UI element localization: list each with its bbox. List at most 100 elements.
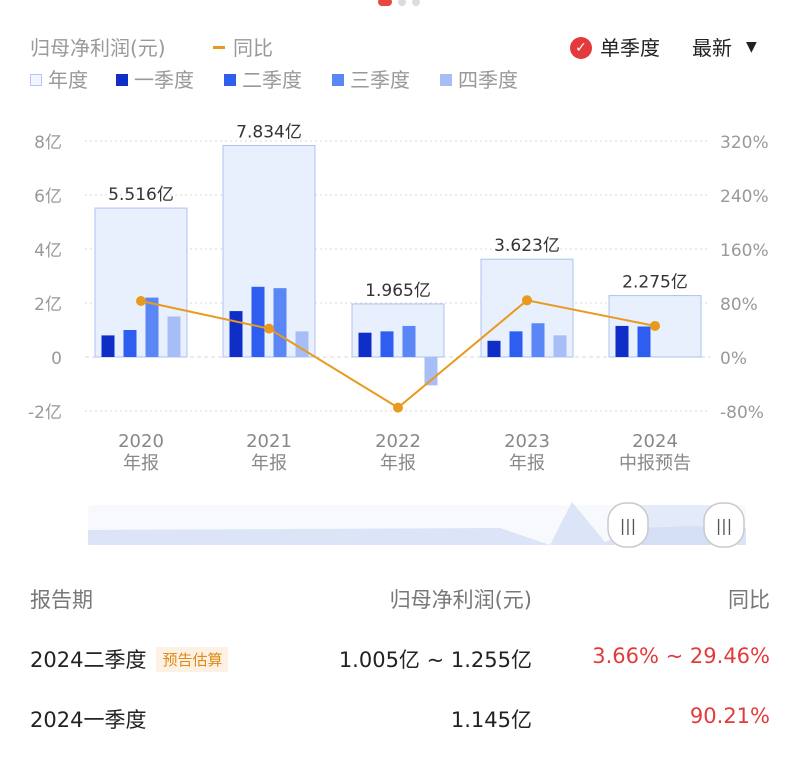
quarter-bar-q3	[531, 323, 545, 357]
yoy-legend: 同比	[205, 32, 273, 61]
y-axis-right-tick: 80%	[720, 295, 758, 315]
quarter-bar-q3	[273, 288, 287, 357]
annual-bar-label: 7.834亿	[236, 122, 302, 142]
range-handle	[607, 502, 649, 548]
legend-item-annual[interactable]: 年度	[30, 64, 88, 93]
legend-label: 一季度	[134, 68, 194, 92]
q4-swatch	[440, 73, 452, 86]
table-header-row: 报告期 归母净利润(元) 同比	[30, 570, 770, 630]
y-axis-left-tick: -2亿	[28, 403, 62, 423]
grip-icon: |||	[620, 516, 636, 535]
annual-swatch	[30, 73, 42, 86]
header-yoy: 同比	[728, 588, 770, 612]
legend-item-q2[interactable]: 二季度	[224, 64, 302, 93]
x-axis-label: 2020	[118, 431, 164, 452]
chart-title: 归母净利润(元)	[30, 36, 166, 60]
x-axis-label: 2022	[375, 431, 421, 452]
page-dot	[412, 0, 420, 6]
legend-label: 二季度	[242, 68, 302, 92]
period-text: 2024二季度	[30, 648, 147, 672]
y-axis-right-tick: 320%	[720, 133, 769, 153]
quarter-bar-q4	[167, 316, 181, 357]
x-axis-label: 年报	[123, 453, 159, 474]
row-yoy: 90.21%	[689, 704, 770, 728]
legend-item-q1[interactable]: 一季度	[116, 64, 194, 93]
x-axis-label: 年报	[251, 453, 287, 474]
range-handle	[703, 502, 745, 548]
row-period: 2024一季度	[30, 708, 147, 732]
legend-label: 四季度	[458, 68, 518, 92]
quarter-bar-q1	[615, 325, 629, 357]
legend-item-q4[interactable]: 四季度	[440, 64, 518, 93]
yoy-point	[650, 320, 660, 331]
net-profit-chart: 8亿 320% 6亿 240% 4亿 160% 2亿 80% 0 0% -2亿 -80% 5.516亿 7…	[28, 122, 769, 548]
single-quarter-toggle[interactable]: ✓ 单季度	[570, 32, 660, 61]
forecast-badge: 预告估算	[156, 646, 229, 672]
q1-swatch	[116, 73, 128, 86]
y-axis-right-tick: -80%	[720, 403, 764, 423]
x-axis-label: 2023	[504, 431, 550, 452]
annual-bar-label: 1.965亿	[365, 281, 431, 301]
y-axis-left-tick: 4亿	[34, 241, 62, 261]
y-axis-right-tick: 160%	[720, 241, 769, 261]
legend-item-q3[interactable]: 三季度	[332, 64, 410, 93]
annual-bar-label: 5.516亿	[108, 185, 174, 205]
annual-bar-label: 3.623亿	[494, 236, 560, 256]
row-period: 2024二季度 预告估算	[30, 644, 229, 674]
x-axis-label: 2024	[632, 431, 678, 452]
quarter-bar-q2	[123, 330, 137, 357]
header-value: 归母净利润(元)	[389, 588, 532, 612]
page-indicator	[378, 0, 422, 8]
y-axis-right-tick: 0%	[720, 349, 747, 369]
annual-bar-label: 2.275亿	[622, 273, 688, 293]
y-axis-left-tick: 8亿	[34, 133, 62, 153]
x-axis-label: 中报预告	[619, 453, 691, 474]
q3-swatch	[332, 73, 344, 86]
yoy-point	[136, 295, 146, 306]
yoy-legend-label: 同比	[233, 36, 273, 60]
table-row[interactable]: 2024一季度 1.145亿 90.21%	[30, 690, 770, 750]
quarter-bar-q4	[295, 331, 309, 357]
quarter-bar-q3	[402, 325, 416, 357]
quarter-bar-q1	[229, 311, 243, 357]
q2-swatch	[224, 73, 236, 86]
y-axis-left-tick: 0	[51, 349, 62, 369]
grip-icon: |||	[716, 516, 732, 535]
legend-label: 年度	[48, 68, 88, 92]
page-dot-active	[378, 0, 392, 6]
legend-label: 三季度	[350, 68, 410, 92]
x-axis-label: 年报	[380, 453, 416, 474]
chart-header: 归母净利润(元) 同比 ✓ 单季度 最新 ▼	[30, 30, 770, 62]
quarter-bar-q1	[358, 332, 372, 357]
y-axis-left-tick: 6亿	[34, 187, 62, 207]
quarter-bar-q2	[509, 331, 523, 357]
caret-down-icon: ▼	[746, 38, 757, 55]
row-value: 1.145亿	[450, 708, 532, 732]
quarter-bar-q2	[251, 286, 265, 357]
sort-dropdown[interactable]: 最新 ▼	[692, 32, 757, 61]
yoy-point	[264, 323, 274, 334]
quarter-bar-q1	[487, 340, 501, 357]
quarter-bar-q1	[101, 335, 115, 357]
quarter-bar-q2	[637, 326, 651, 357]
yoy-point	[522, 295, 532, 306]
check-icon: ✓	[570, 36, 592, 59]
single-quarter-label: 单季度	[600, 36, 660, 60]
y-axis-left-tick: 2亿	[34, 295, 62, 315]
y-axis-right-tick: 240%	[720, 187, 769, 207]
row-value: 1.005亿 ~ 1.255亿	[338, 648, 532, 672]
row-yoy: 3.66% ~ 29.46%	[592, 644, 770, 668]
yoy-line-swatch	[213, 46, 225, 49]
x-axis-label: 2021	[246, 431, 292, 452]
quarter-bar-q4	[553, 335, 567, 357]
profit-table: 报告期 归母净利润(元) 同比 2024二季度 预告估算 1.005亿 ~ 1.2…	[30, 570, 770, 750]
header-period: 报告期	[30, 588, 93, 612]
x-axis-label: 年报	[509, 453, 545, 474]
sort-label: 最新	[692, 36, 732, 60]
table-row[interactable]: 2024二季度 预告估算 1.005亿 ~ 1.255亿 3.66% ~ 29.4…	[30, 630, 770, 690]
overview-area	[88, 502, 746, 545]
page-dot	[398, 0, 406, 6]
quarter-bar-q3	[145, 297, 159, 357]
yoy-point	[393, 402, 403, 413]
quarter-bar-q2	[380, 331, 394, 357]
